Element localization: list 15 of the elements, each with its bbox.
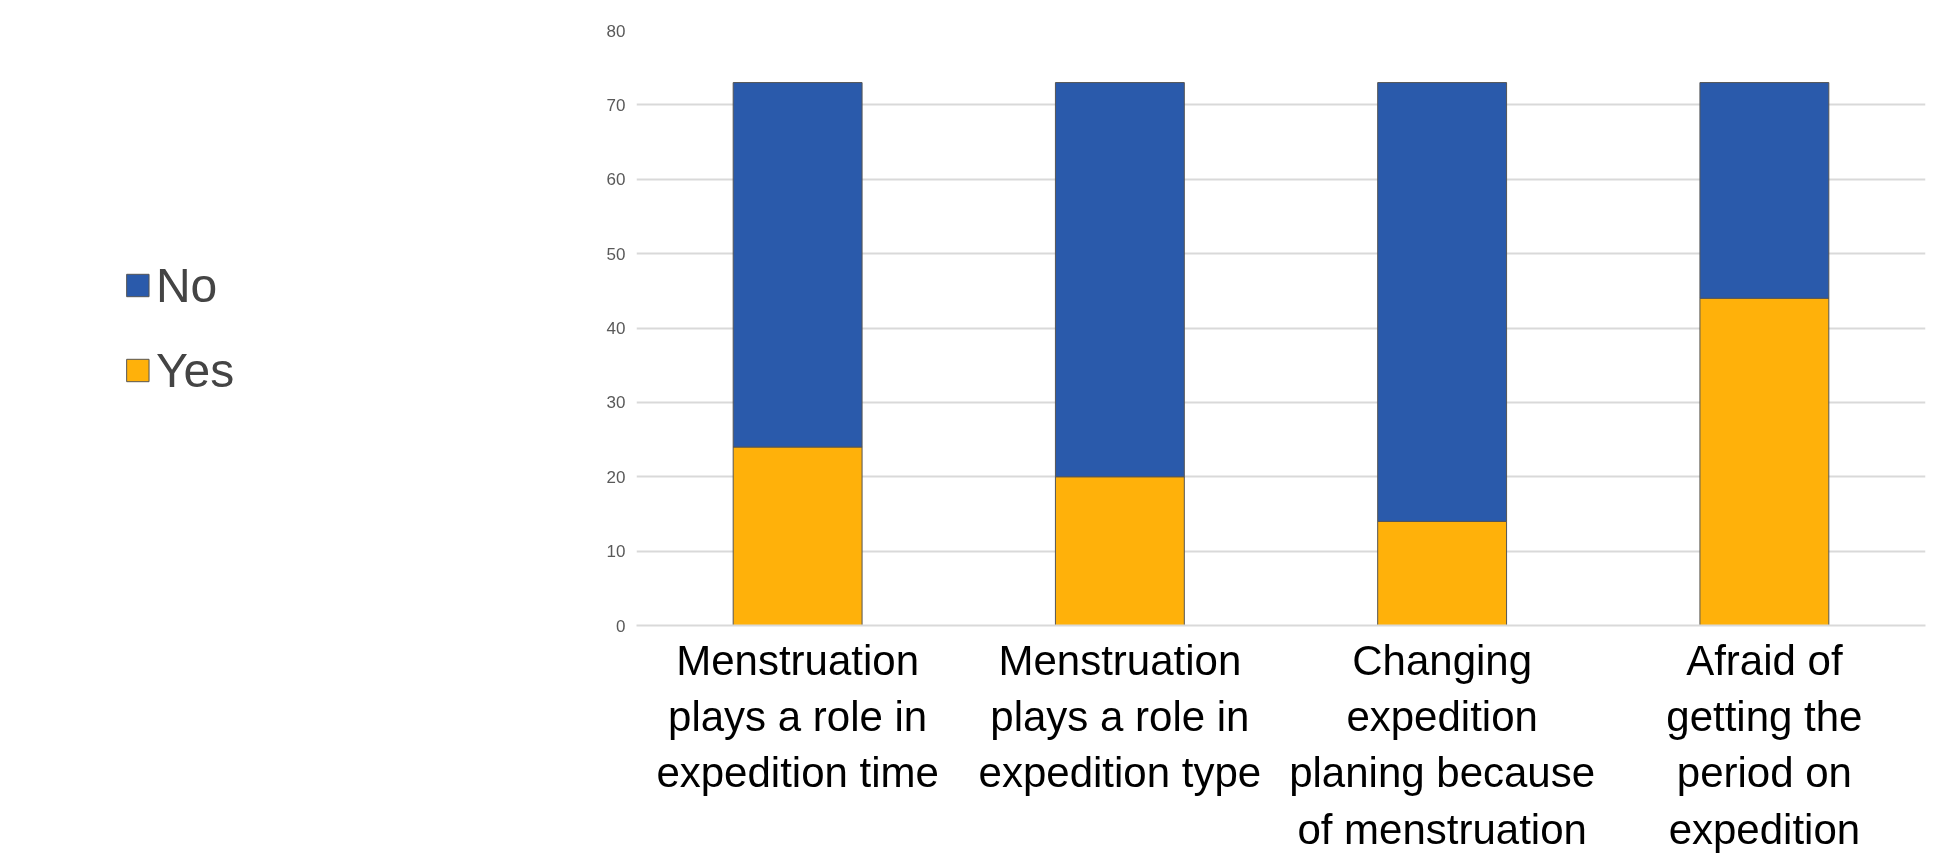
y-tick-label: 50 (606, 244, 626, 264)
x-tick-label: Menstruation plays a role in expedition time (656, 636, 939, 797)
y-tick-label: 70 (606, 95, 626, 115)
y-tick-label: 20 (606, 467, 626, 487)
y-tick-label: 80 (606, 21, 626, 41)
x-tick-label: Changing expedition planing because of menstruation (1289, 636, 1596, 853)
y-tick-label: 30 (606, 393, 626, 413)
y-tick-label: 40 (606, 319, 626, 338)
y-tick-label: 10 (606, 542, 626, 562)
x-tick-label: Menstruation plays a role in expedition type (978, 636, 1262, 797)
y-tick-label: 0 (616, 616, 626, 636)
legend-label: Yes (155, 342, 235, 398)
x-tick-label: Afraid of getting the period on expedition (1666, 636, 1863, 853)
y-tick-label: 60 (606, 170, 626, 190)
legend-label: No (155, 257, 218, 313)
